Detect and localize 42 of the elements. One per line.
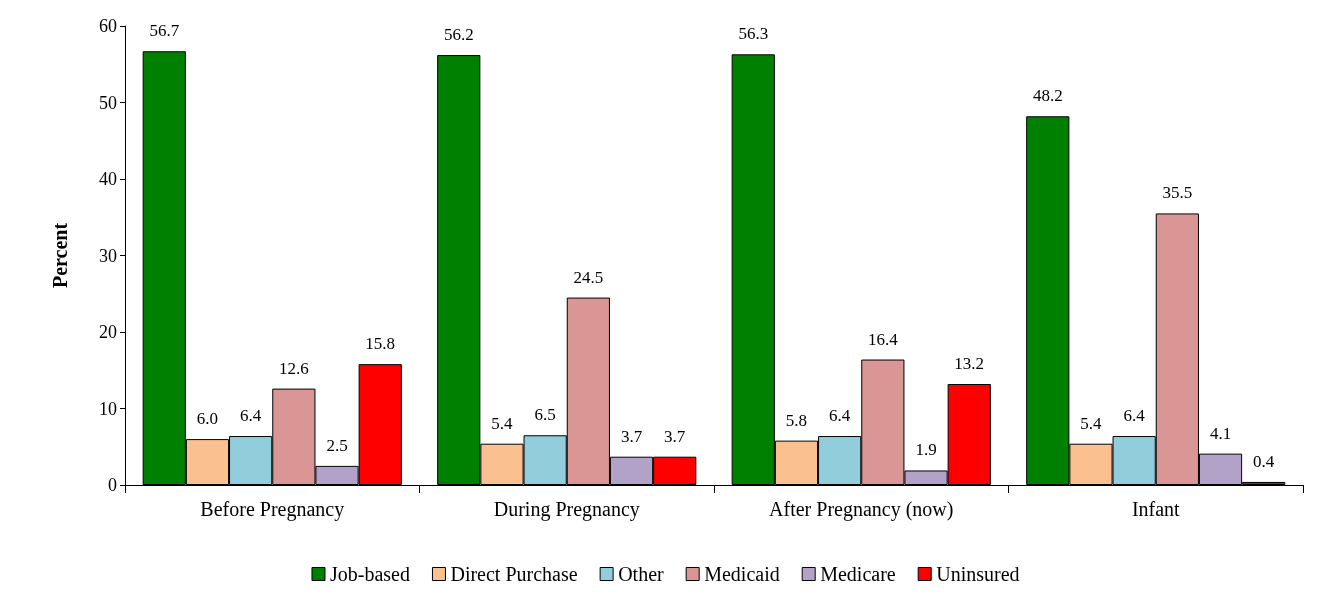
data-label: 56.2 <box>443 25 474 45</box>
data-label: 56.3 <box>738 24 769 44</box>
data-label: 1.9 <box>915 440 937 460</box>
y-tick-label: 40 <box>99 169 117 189</box>
legend-label: Direct Purchase <box>450 563 578 585</box>
data-label: 4.1 <box>1209 423 1232 443</box>
legend-label: Uninsured <box>936 563 1020 585</box>
data-label: 48.2 <box>1032 86 1063 106</box>
data-label: 3.7 <box>664 426 686 446</box>
x-tick-label: After Pregnancy (now) <box>769 498 954 521</box>
data-label: 6.4 <box>1123 406 1146 426</box>
data-label: 2.5 <box>326 435 348 455</box>
y-tick-label: 0 <box>108 475 117 495</box>
data-label: 6.4 <box>240 406 262 426</box>
y-tick-label: 60 <box>99 16 117 36</box>
y-tick-label: 30 <box>99 245 117 266</box>
y-tick-label: 50 <box>99 92 117 113</box>
y-axis-title: Percent <box>49 222 71 289</box>
data-label: 5.4 <box>1080 413 1103 433</box>
data-label: 16.4 <box>867 329 899 349</box>
data-label: 56.7 <box>149 21 180 41</box>
legend-label: Job-based <box>329 563 410 585</box>
data-label: 5.4 <box>491 413 514 433</box>
data-label: 3.7 <box>620 426 643 446</box>
legend-label: Medicaid <box>704 563 780 585</box>
x-tick-label: Infant <box>1131 498 1181 520</box>
data-label: 13.2 <box>954 354 985 374</box>
data-label: 6.4 <box>829 406 851 426</box>
x-tick-label: During Pregnancy <box>493 498 640 521</box>
data-label: 24.5 <box>573 267 604 287</box>
data-label: 35.5 <box>1162 183 1193 203</box>
data-label: 5.8 <box>785 410 808 430</box>
y-tick-label: 10 <box>99 398 117 419</box>
data-label: 6.5 <box>534 405 556 425</box>
data-label: 0.4 <box>1253 451 1275 471</box>
x-tick-label: Before Pregnancy <box>200 498 345 521</box>
data-label: 6.0 <box>196 409 219 429</box>
data-label: 15.8 <box>365 334 396 354</box>
data-label: 12.6 <box>278 358 309 378</box>
legend-label: Other <box>618 563 664 585</box>
y-tick-label: 20 <box>99 322 117 342</box>
legend-label: Medicare <box>820 563 896 585</box>
